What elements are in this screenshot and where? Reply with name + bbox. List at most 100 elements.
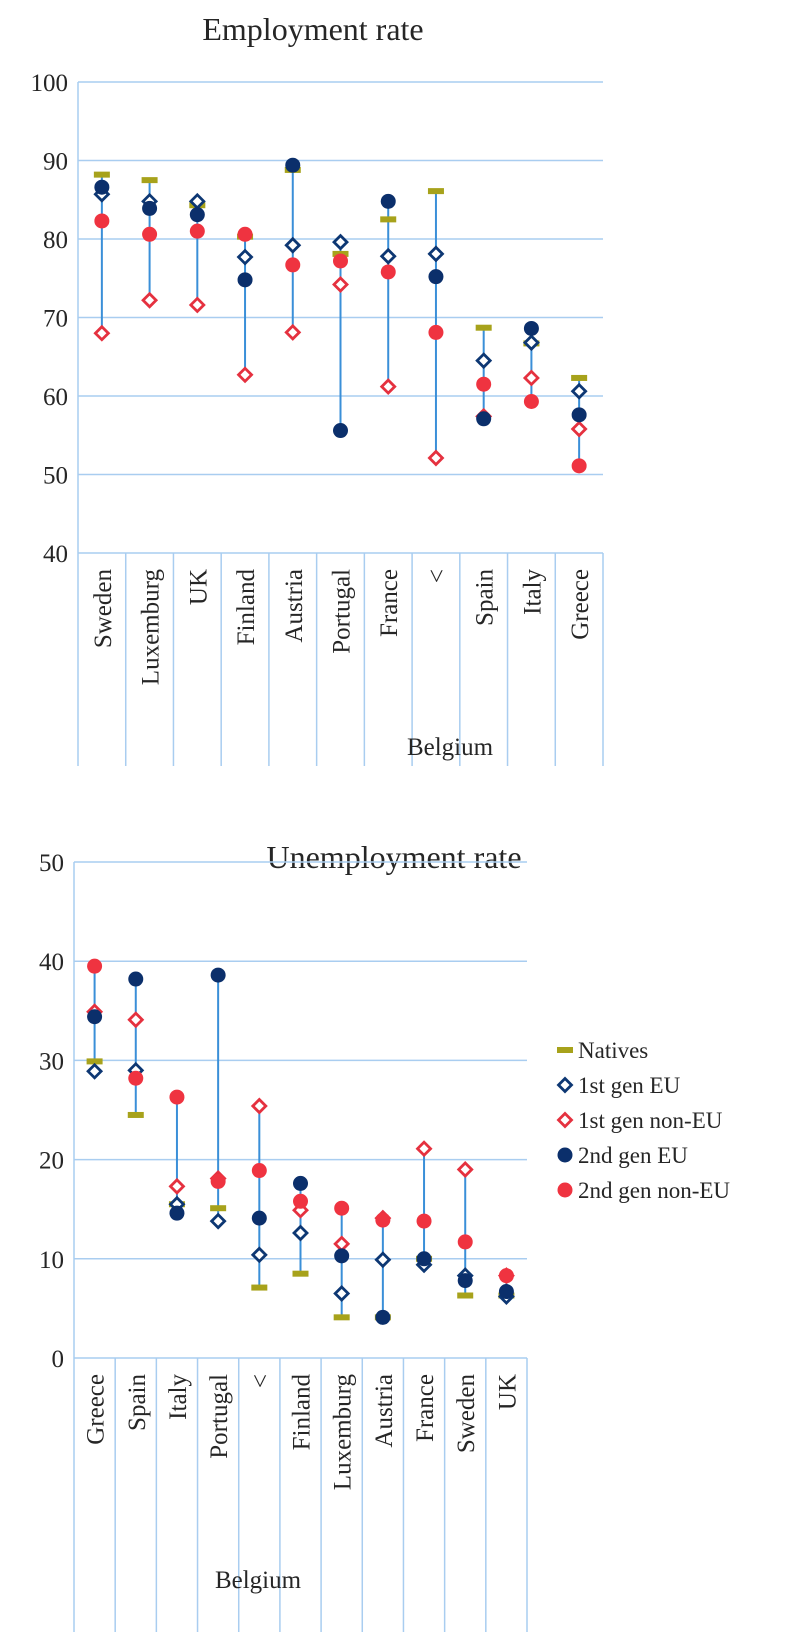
y-tick-label: 60 <box>43 384 68 411</box>
gen2-eu-marker <box>476 411 492 427</box>
category-label: Portugal <box>206 1374 233 1459</box>
gen1-noneu-marker <box>415 1140 433 1158</box>
y-tick-label: 90 <box>43 149 68 176</box>
gen2-noneu-marker <box>571 458 587 474</box>
gen1-noneu-marker <box>332 276 349 294</box>
y-tick-label: 50 <box>43 463 68 490</box>
gen1-noneu-marker <box>250 1097 268 1115</box>
y-tick-label: 40 <box>43 541 68 568</box>
gen1-noneu-marker <box>188 296 206 314</box>
gen2-noneu-marker <box>416 1213 432 1229</box>
gen2-noneu-marker <box>375 1212 391 1228</box>
gen1-eu-marker <box>332 233 349 251</box>
gen1-eu-marker <box>292 1224 309 1242</box>
legend-gen2-noneu-marker <box>557 1182 573 1198</box>
gen1-noneu-marker <box>93 324 111 342</box>
category-label: Spain <box>472 569 499 626</box>
gen1-noneu-marker <box>141 291 159 309</box>
gen2-eu-marker <box>523 320 539 336</box>
gen2-noneu-marker <box>457 1234 473 1250</box>
gen2-eu-marker <box>169 1205 185 1221</box>
legend-label: 1st gen EU <box>578 1073 681 1098</box>
legend-gen1-noneu-marker <box>556 1111 574 1129</box>
gen2-noneu-marker <box>87 958 103 974</box>
gen1-eu-marker <box>570 382 588 400</box>
y-tick-label: 80 <box>43 227 68 254</box>
gen2-eu-marker <box>571 407 587 423</box>
gen2-eu-marker <box>498 1284 514 1300</box>
gen2-noneu-marker <box>476 376 492 392</box>
category-label: Italy <box>519 569 546 615</box>
gen1-noneu-marker <box>127 1011 145 1029</box>
natives-marker <box>210 1205 227 1212</box>
category-label: Austria <box>281 569 308 643</box>
gen1-noneu-marker <box>570 420 588 438</box>
gen1-noneu-marker <box>522 369 540 387</box>
natives-marker <box>292 1270 309 1277</box>
natives-marker <box>93 171 110 178</box>
natives-marker <box>86 1058 103 1065</box>
natives-marker <box>457 1292 474 1299</box>
gen2-eu-marker <box>380 193 396 209</box>
unemployment-rate-chart: Unemployment rate 0 10 20 30 40 50 Greece Spain… <box>39 839 528 1632</box>
gen2-noneu-marker <box>334 1200 350 1216</box>
category-label: < <box>247 1374 274 1388</box>
category-label: France <box>376 569 403 637</box>
employment-rate-chart: Employment rate 40 50 60 70 80 90 100 Sweden Lux… <box>31 11 604 766</box>
legend-gen2-eu-marker <box>557 1147 573 1163</box>
y-tick-label: 30 <box>39 1048 64 1075</box>
natives-marker <box>475 324 492 331</box>
category-label: Luxemburg <box>138 569 165 686</box>
y-tick-label: 40 <box>39 949 64 976</box>
gen2-noneu-marker <box>333 253 348 269</box>
gen1-noneu-marker <box>456 1161 474 1178</box>
gen1-eu-marker <box>522 334 540 352</box>
natives-marker <box>571 374 588 381</box>
gen2-eu-marker <box>251 1210 267 1226</box>
gen1-eu-marker <box>427 245 445 263</box>
natives-marker <box>141 177 158 184</box>
gen1-noneu-marker <box>284 323 302 341</box>
gen1-eu-marker <box>475 352 493 370</box>
category-label: UK <box>494 1374 521 1410</box>
legend: Natives 1st gen EU 1st gen non-EU 2nd gen E… <box>556 1038 730 1203</box>
y-tick-label: 100 <box>31 70 69 97</box>
natives-marker <box>333 1314 350 1321</box>
natives-marker <box>380 216 397 223</box>
y-tick-label: 10 <box>39 1247 64 1274</box>
gen2-noneu-marker <box>293 1193 308 1209</box>
gen2-eu-marker <box>375 1309 391 1325</box>
natives-marker <box>427 188 444 195</box>
gen2-noneu-marker <box>523 393 539 409</box>
category-label: Sweden <box>453 1374 480 1454</box>
gen1-eu-marker <box>374 1251 392 1269</box>
category-label: Finland <box>289 1374 316 1451</box>
gen1-eu-marker <box>86 1062 104 1080</box>
gen2-noneu-marker <box>210 1173 226 1189</box>
gen2-eu-marker <box>142 200 158 216</box>
y-tick-label: 50 <box>39 850 64 877</box>
gen2-eu-marker <box>87 1009 103 1025</box>
gen2-eu-marker <box>210 967 226 983</box>
gen2-eu-marker <box>334 1248 350 1264</box>
y-tick-label: 0 <box>52 1346 65 1373</box>
gen2-eu-marker <box>428 269 444 285</box>
legend-label: Natives <box>578 1038 648 1063</box>
y-tick-label: 20 <box>39 1148 64 1175</box>
gen2-noneu-marker <box>94 213 110 229</box>
gen2-noneu-marker <box>189 223 205 239</box>
legend-gen1-eu-marker <box>556 1076 574 1094</box>
gen1-eu-marker <box>333 1285 351 1302</box>
gen2-eu-marker <box>285 157 301 173</box>
y-tick-label: 70 <box>43 306 68 333</box>
gen2-noneu-marker <box>428 324 444 340</box>
category-label: Sweden <box>90 569 117 649</box>
gen2-eu-marker <box>189 207 205 223</box>
category-label: Finland <box>233 569 260 646</box>
gen1-eu-marker <box>236 248 254 266</box>
category-label: Austria <box>371 1374 398 1448</box>
gen1-noneu-marker <box>427 449 445 467</box>
gen2-noneu-marker <box>498 1268 514 1284</box>
category-label: Spain <box>124 1374 151 1431</box>
